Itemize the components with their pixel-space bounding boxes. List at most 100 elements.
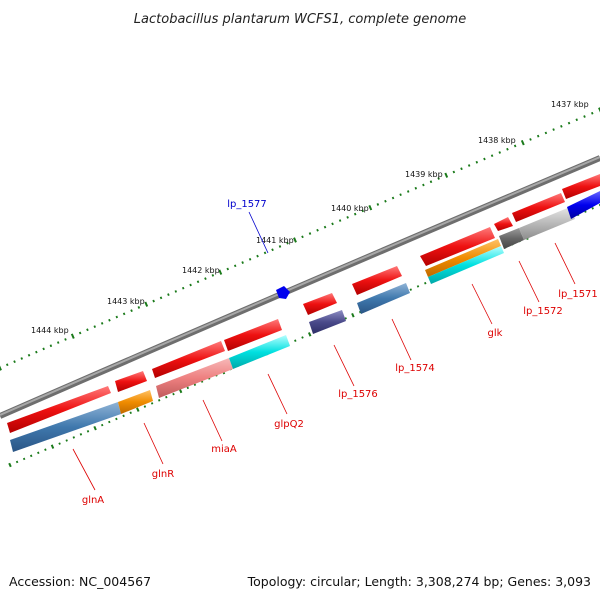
minor-tick (323, 225, 327, 229)
cds-arrow[interactable] (352, 266, 402, 295)
cds-arrow[interactable] (420, 227, 495, 266)
gene-lp-1577[interactable] (276, 286, 290, 299)
minor-tick (346, 216, 349, 219)
gene-lp-1576[interactable] (309, 310, 346, 334)
gene-lp-1571[interactable] (567, 191, 600, 219)
minor-tick (150, 402, 154, 405)
major-tick (520, 140, 525, 146)
cds-arrow[interactable] (562, 174, 600, 199)
minor-tick (204, 277, 207, 280)
minor-tick (5, 363, 9, 367)
minor-tick (358, 310, 362, 314)
callout-line (72, 448, 96, 491)
minor-tick (490, 154, 494, 158)
minor-tick (100, 423, 104, 427)
minor-tick (429, 180, 433, 184)
callout-line (333, 344, 355, 387)
minor-tick (316, 228, 319, 232)
minor-tick (58, 442, 61, 445)
minor-tick (301, 336, 304, 339)
gene-label-lp-1572: lp_1572 (523, 306, 563, 317)
gene-miaA[interactable] (156, 358, 233, 398)
gene-glnR[interactable] (118, 390, 153, 414)
minor-tick (344, 317, 347, 320)
scale-label: 1444 kbp (31, 326, 69, 335)
minor-tick (414, 186, 418, 190)
major-tick (70, 333, 75, 339)
minor-tick (248, 257, 252, 261)
minor-tick (498, 151, 502, 154)
minor-tick (301, 235, 304, 239)
minor-tick (78, 331, 82, 335)
scale-label: 1437 kbp (551, 100, 589, 109)
minor-tick (422, 183, 425, 187)
callout-line (248, 211, 269, 254)
minor-tick (331, 222, 334, 226)
gene-label-lp-1574: lp_1574 (395, 363, 435, 374)
gene-lp-1572[interactable] (519, 207, 575, 240)
cds-arrow[interactable] (494, 217, 513, 231)
major-tick (293, 237, 297, 243)
gene-glpQ2[interactable] (229, 335, 290, 369)
minor-tick (115, 417, 118, 421)
position-scale (0, 107, 600, 371)
minor-tick (211, 274, 215, 277)
minor-tick (79, 433, 83, 436)
topology-label: Topology: circular; Length: 3,308,274 bp… (247, 574, 591, 589)
gene-label-miaA: miaA (211, 444, 237, 455)
minor-tick (49, 344, 53, 348)
cds-arrow[interactable] (7, 386, 111, 433)
minor-tick (271, 248, 274, 252)
minor-tick (544, 131, 548, 135)
cds-arrow[interactable] (224, 319, 282, 351)
minor-tick (567, 121, 571, 125)
gene-glnA[interactable] (10, 402, 121, 452)
gene-label-glpQ2: glpQ2 (274, 419, 304, 430)
minor-tick (72, 436, 76, 439)
gene-label-glk: glk (488, 328, 503, 339)
minor-tick (560, 124, 563, 128)
minor-tick (353, 212, 357, 216)
scale-label: 1441 kbp (256, 236, 294, 245)
minor-tick (42, 347, 45, 351)
major-tick (50, 444, 55, 449)
minor-tick (529, 138, 532, 141)
minor-tick (423, 281, 427, 285)
minor-tick (583, 115, 586, 118)
minor-tick (181, 286, 185, 290)
callout-line (554, 242, 576, 285)
cds-arrow[interactable] (512, 193, 565, 222)
cds-arrow[interactable] (303, 293, 337, 315)
minor-tick (338, 219, 342, 222)
minor-tick (226, 267, 230, 271)
minor-tick (122, 312, 126, 316)
minor-tick (122, 414, 125, 418)
minor-tick (93, 325, 97, 328)
minor-tick (294, 339, 297, 342)
minor-tick (308, 232, 312, 235)
minor-tick (460, 167, 463, 171)
scale-label: 1442 kbp (182, 266, 220, 275)
minor-tick (56, 341, 60, 344)
minor-tick (391, 196, 395, 200)
minor-tick (86, 328, 89, 332)
cds-arrow[interactable] (152, 341, 225, 378)
minor-tick (384, 199, 387, 203)
minor-tick (552, 128, 555, 131)
minor-tick (174, 290, 178, 293)
minor-tick (129, 411, 132, 415)
cds-arrow[interactable] (115, 371, 147, 392)
gene-lp-1574[interactable] (357, 283, 410, 314)
gene-lp-1572-dark[interactable] (499, 228, 524, 249)
map-title: Lactobacillus plantarum WCFS1, complete … (134, 12, 466, 27)
major-tick (136, 407, 140, 412)
minor-tick (233, 264, 237, 268)
minor-tick (591, 207, 594, 210)
minor-tick (590, 111, 594, 115)
minor-tick (409, 288, 413, 291)
scale-label: 1439 kbp (405, 170, 443, 179)
minor-tick (29, 454, 33, 458)
gene-glk[interactable] (425, 239, 501, 277)
minor-tick (196, 280, 200, 284)
